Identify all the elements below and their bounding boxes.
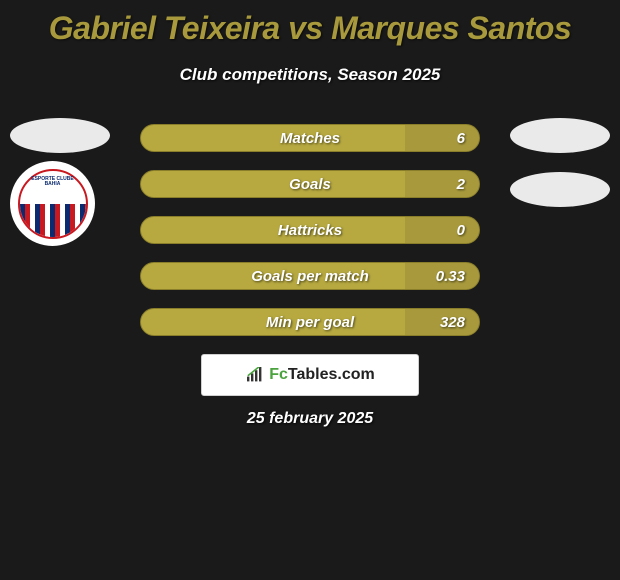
comparison-title: Gabriel Teixeira vs Marques Santos xyxy=(0,0,620,47)
stats-bars-container: Matches6Goals2Hattricks0Goals per match0… xyxy=(140,124,480,354)
player-left-avatar-placeholder xyxy=(10,118,110,153)
player-left-block: ESPORTE CLUBE BAHIA xyxy=(10,118,110,246)
brand-prefix: Fc xyxy=(269,366,288,383)
player-right-club-block xyxy=(510,172,610,207)
stat-label: Goals per match xyxy=(141,268,479,285)
stat-value: 328 xyxy=(440,314,465,331)
stat-label: Hattricks xyxy=(141,222,479,239)
club-badge-name: BAHIA xyxy=(45,181,61,187)
comparison-subtitle: Club competitions, Season 2025 xyxy=(0,65,620,85)
stat-value: 6 xyxy=(457,130,465,147)
stat-value: 2 xyxy=(457,176,465,193)
stat-label: Matches xyxy=(141,130,479,147)
brand-chart-icon xyxy=(245,367,265,383)
brand-text: FcTables.com xyxy=(269,366,375,384)
stat-label: Min per goal xyxy=(141,314,479,331)
player-right-block xyxy=(510,118,610,153)
stat-value: 0.33 xyxy=(436,268,465,285)
brand-suffix: Tables.com xyxy=(288,366,375,383)
stat-bar: Goals per match0.33 xyxy=(140,262,480,290)
stat-bar: Matches6 xyxy=(140,124,480,152)
stat-label: Goals xyxy=(141,176,479,193)
brand-attribution: FcTables.com xyxy=(201,354,419,396)
stat-bar: Hattricks0 xyxy=(140,216,480,244)
stat-bar: Goals2 xyxy=(140,170,480,198)
player-right-avatar-placeholder xyxy=(510,118,610,153)
club-badge-stripes xyxy=(20,204,86,237)
club-badge-right-placeholder xyxy=(510,172,610,207)
club-badge-inner: ESPORTE CLUBE BAHIA xyxy=(18,169,88,239)
club-badge-text: ESPORTE CLUBE BAHIA xyxy=(31,177,74,188)
snapshot-date: 25 february 2025 xyxy=(0,410,620,428)
stat-value: 0 xyxy=(457,222,465,239)
stat-bar: Min per goal328 xyxy=(140,308,480,336)
club-badge-left: ESPORTE CLUBE BAHIA xyxy=(10,161,95,246)
